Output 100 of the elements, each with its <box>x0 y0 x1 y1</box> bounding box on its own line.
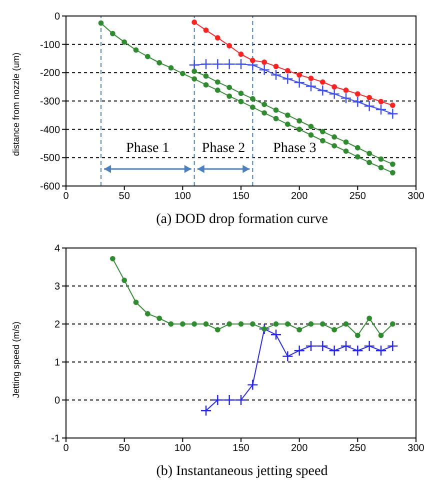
x-tick-label: 150 <box>232 191 250 202</box>
point <box>226 84 232 90</box>
point <box>320 128 326 134</box>
y-tick-label: 4 <box>54 244 60 255</box>
y-tick-label: 0 <box>54 396 60 407</box>
y-tick-label: 3 <box>54 282 60 293</box>
annotation: Phase 1 <box>126 141 170 156</box>
point <box>375 345 387 356</box>
point <box>366 150 372 156</box>
point <box>110 256 116 262</box>
point <box>343 321 349 327</box>
point <box>270 329 282 340</box>
x-tick-label: 150 <box>232 443 250 454</box>
point <box>390 170 396 176</box>
point <box>262 59 268 65</box>
point <box>354 145 360 150</box>
y-tick-label: 2 <box>54 320 60 331</box>
point <box>284 112 290 118</box>
point <box>378 156 384 162</box>
point <box>296 72 302 78</box>
x-tick-label: 300 <box>408 443 425 454</box>
point <box>375 104 387 116</box>
y-axis-title: distance from nozzle (um) <box>11 52 22 156</box>
point <box>214 35 220 41</box>
point <box>308 76 314 82</box>
point <box>224 394 235 406</box>
point <box>122 39 128 45</box>
y-tick-label: -100 <box>40 40 60 51</box>
point <box>284 68 290 74</box>
point <box>247 379 258 390</box>
x-tick-label: 300 <box>408 191 425 202</box>
point <box>387 340 398 352</box>
point <box>168 321 174 327</box>
point <box>273 107 279 113</box>
point <box>203 73 209 79</box>
point <box>284 122 290 127</box>
point <box>133 47 139 53</box>
point <box>273 321 279 327</box>
point <box>192 76 198 82</box>
x-tick-label: 100 <box>174 443 192 454</box>
x-tick-label: 50 <box>118 191 130 202</box>
point <box>258 64 270 76</box>
point <box>364 100 375 112</box>
point <box>378 332 384 338</box>
y-tick-label: -300 <box>40 96 60 108</box>
point <box>110 30 116 36</box>
point <box>332 84 338 90</box>
point <box>212 394 224 406</box>
point <box>390 161 396 167</box>
point <box>308 132 314 138</box>
x-tick-label: 200 <box>290 443 308 454</box>
point <box>250 58 256 64</box>
point <box>226 321 232 327</box>
point <box>366 316 372 321</box>
point <box>340 92 352 104</box>
point <box>343 148 349 154</box>
point <box>294 345 305 356</box>
annotation: Phase 3 <box>273 141 316 156</box>
point <box>238 321 244 327</box>
point <box>235 58 247 70</box>
point <box>378 98 384 104</box>
point <box>317 84 328 96</box>
point <box>226 43 232 48</box>
point <box>214 88 220 93</box>
x-tick-label: 200 <box>290 191 308 202</box>
point <box>340 340 352 352</box>
point <box>156 316 162 321</box>
point <box>203 321 209 327</box>
point <box>354 332 360 338</box>
point <box>328 345 340 356</box>
point <box>250 96 256 102</box>
point <box>235 394 247 406</box>
point <box>317 340 328 352</box>
point <box>270 69 282 81</box>
x-tick-label: 50 <box>118 443 130 454</box>
point <box>352 96 364 108</box>
y-tick-label: 0 <box>54 12 60 23</box>
point <box>273 116 279 122</box>
point <box>212 58 224 70</box>
point <box>354 91 360 97</box>
point <box>144 54 150 60</box>
point <box>192 20 198 25</box>
x-tick-label: 0 <box>63 191 70 202</box>
point <box>354 154 360 160</box>
point <box>262 326 268 332</box>
point <box>192 68 198 74</box>
point <box>332 327 338 332</box>
y-tick-label: -200 <box>40 68 60 80</box>
y-tick-label: -600 <box>40 182 60 193</box>
x-tick-label: 100 <box>174 191 192 202</box>
point <box>273 64 279 70</box>
point <box>214 79 220 85</box>
point <box>168 65 174 71</box>
point <box>203 82 209 88</box>
point <box>200 58 212 70</box>
point <box>133 300 139 306</box>
text: (b) Instantaneous jetting speed <box>155 464 329 480</box>
x-tick-label: 250 <box>349 191 366 202</box>
point <box>284 321 290 327</box>
point <box>262 110 268 116</box>
